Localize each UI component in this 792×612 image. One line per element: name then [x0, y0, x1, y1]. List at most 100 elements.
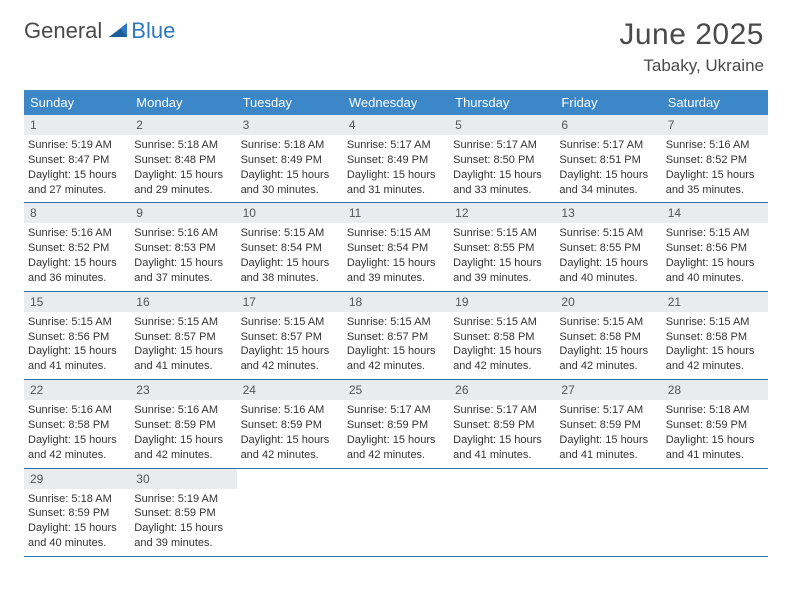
day-number: 4: [343, 115, 449, 135]
weekday-header: Wednesday: [343, 90, 449, 115]
day-cell: 18Sunrise: 5:15 AMSunset: 8:57 PMDayligh…: [343, 292, 449, 379]
day-number: 20: [555, 292, 661, 312]
day-cell: 28Sunrise: 5:18 AMSunset: 8:59 PMDayligh…: [662, 380, 768, 467]
day-number: 9: [130, 203, 236, 223]
day-cell: 6Sunrise: 5:17 AMSunset: 8:51 PMDaylight…: [555, 115, 661, 202]
day-number: 30: [130, 469, 236, 489]
day-cell: 22Sunrise: 5:16 AMSunset: 8:58 PMDayligh…: [24, 380, 130, 467]
day-number: 8: [24, 203, 130, 223]
day-cell: 11Sunrise: 5:15 AMSunset: 8:54 PMDayligh…: [343, 203, 449, 290]
day-details: Sunrise: 5:15 AMSunset: 8:54 PMDaylight:…: [237, 223, 343, 290]
day-number: 25: [343, 380, 449, 400]
calendar-grid: SundayMondayTuesdayWednesdayThursdayFrid…: [24, 90, 768, 557]
day-details: Sunrise: 5:17 AMSunset: 8:49 PMDaylight:…: [343, 135, 449, 202]
day-number: 7: [662, 115, 768, 135]
day-details: Sunrise: 5:18 AMSunset: 8:49 PMDaylight:…: [237, 135, 343, 202]
day-cell: 8Sunrise: 5:16 AMSunset: 8:52 PMDaylight…: [24, 203, 130, 290]
day-cell: 7Sunrise: 5:16 AMSunset: 8:52 PMDaylight…: [662, 115, 768, 202]
day-number: 22: [24, 380, 130, 400]
day-number: 29: [24, 469, 130, 489]
day-details: Sunrise: 5:15 AMSunset: 8:56 PMDaylight:…: [24, 312, 130, 379]
day-details: Sunrise: 5:19 AMSunset: 8:47 PMDaylight:…: [24, 135, 130, 202]
day-cell: 20Sunrise: 5:15 AMSunset: 8:58 PMDayligh…: [555, 292, 661, 379]
day-number: 15: [24, 292, 130, 312]
day-cell: 15Sunrise: 5:15 AMSunset: 8:56 PMDayligh…: [24, 292, 130, 379]
brand-part1: General: [24, 18, 102, 44]
day-number: 10: [237, 203, 343, 223]
page-title: June 2025: [619, 18, 764, 52]
day-cell: 16Sunrise: 5:15 AMSunset: 8:57 PMDayligh…: [130, 292, 236, 379]
day-cell: [662, 469, 768, 556]
day-details: Sunrise: 5:15 AMSunset: 8:54 PMDaylight:…: [343, 223, 449, 290]
day-cell: 5Sunrise: 5:17 AMSunset: 8:50 PMDaylight…: [449, 115, 555, 202]
day-number: 28: [662, 380, 768, 400]
day-number: 2: [130, 115, 236, 135]
day-cell: [343, 469, 449, 556]
day-cell: [449, 469, 555, 556]
day-cell: 19Sunrise: 5:15 AMSunset: 8:58 PMDayligh…: [449, 292, 555, 379]
day-details: Sunrise: 5:16 AMSunset: 8:59 PMDaylight:…: [130, 400, 236, 467]
day-details: Sunrise: 5:15 AMSunset: 8:58 PMDaylight:…: [555, 312, 661, 379]
day-cell: 29Sunrise: 5:18 AMSunset: 8:59 PMDayligh…: [24, 469, 130, 556]
week-row: 1Sunrise: 5:19 AMSunset: 8:47 PMDaylight…: [24, 115, 768, 203]
day-cell: 2Sunrise: 5:18 AMSunset: 8:48 PMDaylight…: [130, 115, 236, 202]
day-cell: 23Sunrise: 5:16 AMSunset: 8:59 PMDayligh…: [130, 380, 236, 467]
day-cell: 24Sunrise: 5:16 AMSunset: 8:59 PMDayligh…: [237, 380, 343, 467]
day-number: 12: [449, 203, 555, 223]
day-cell: 13Sunrise: 5:15 AMSunset: 8:55 PMDayligh…: [555, 203, 661, 290]
weeks-container: 1Sunrise: 5:19 AMSunset: 8:47 PMDaylight…: [24, 115, 768, 557]
day-cell: 30Sunrise: 5:19 AMSunset: 8:59 PMDayligh…: [130, 469, 236, 556]
day-details: Sunrise: 5:15 AMSunset: 8:56 PMDaylight:…: [662, 223, 768, 290]
day-number: 27: [555, 380, 661, 400]
day-details: Sunrise: 5:16 AMSunset: 8:53 PMDaylight:…: [130, 223, 236, 290]
day-cell: 12Sunrise: 5:15 AMSunset: 8:55 PMDayligh…: [449, 203, 555, 290]
day-number: 21: [662, 292, 768, 312]
brand-part2: Blue: [131, 18, 175, 44]
day-details: Sunrise: 5:17 AMSunset: 8:59 PMDaylight:…: [555, 400, 661, 467]
day-details: Sunrise: 5:15 AMSunset: 8:55 PMDaylight:…: [555, 223, 661, 290]
day-cell: 27Sunrise: 5:17 AMSunset: 8:59 PMDayligh…: [555, 380, 661, 467]
weekday-header: Tuesday: [237, 90, 343, 115]
location-label: Tabaky, Ukraine: [619, 56, 764, 76]
week-row: 8Sunrise: 5:16 AMSunset: 8:52 PMDaylight…: [24, 203, 768, 291]
day-cell: 25Sunrise: 5:17 AMSunset: 8:59 PMDayligh…: [343, 380, 449, 467]
day-details: Sunrise: 5:16 AMSunset: 8:58 PMDaylight:…: [24, 400, 130, 467]
day-number: 11: [343, 203, 449, 223]
day-number: 24: [237, 380, 343, 400]
day-number: 16: [130, 292, 236, 312]
title-block: June 2025 Tabaky, Ukraine: [619, 18, 764, 76]
day-number: 18: [343, 292, 449, 312]
day-details: Sunrise: 5:18 AMSunset: 8:48 PMDaylight:…: [130, 135, 236, 202]
page-header: General Blue June 2025 Tabaky, Ukraine: [0, 0, 792, 86]
day-cell: 26Sunrise: 5:17 AMSunset: 8:59 PMDayligh…: [449, 380, 555, 467]
day-number: 6: [555, 115, 661, 135]
day-details: Sunrise: 5:15 AMSunset: 8:55 PMDaylight:…: [449, 223, 555, 290]
day-details: Sunrise: 5:19 AMSunset: 8:59 PMDaylight:…: [130, 489, 236, 556]
weekday-header: Thursday: [449, 90, 555, 115]
weekday-header: Sunday: [24, 90, 130, 115]
week-row: 22Sunrise: 5:16 AMSunset: 8:58 PMDayligh…: [24, 380, 768, 468]
day-number: 26: [449, 380, 555, 400]
day-cell: 3Sunrise: 5:18 AMSunset: 8:49 PMDaylight…: [237, 115, 343, 202]
day-cell: 17Sunrise: 5:15 AMSunset: 8:57 PMDayligh…: [237, 292, 343, 379]
day-number: 5: [449, 115, 555, 135]
day-details: Sunrise: 5:17 AMSunset: 8:59 PMDaylight:…: [449, 400, 555, 467]
weekday-header: Saturday: [662, 90, 768, 115]
day-details: Sunrise: 5:16 AMSunset: 8:59 PMDaylight:…: [237, 400, 343, 467]
day-details: Sunrise: 5:17 AMSunset: 8:59 PMDaylight:…: [343, 400, 449, 467]
weekday-header: Monday: [130, 90, 236, 115]
day-details: Sunrise: 5:17 AMSunset: 8:50 PMDaylight:…: [449, 135, 555, 202]
brand-logo: General Blue: [24, 18, 175, 44]
day-number: 14: [662, 203, 768, 223]
weekday-header: Friday: [555, 90, 661, 115]
day-details: Sunrise: 5:15 AMSunset: 8:58 PMDaylight:…: [662, 312, 768, 379]
brand-sail-icon: [107, 19, 129, 44]
day-details: Sunrise: 5:17 AMSunset: 8:51 PMDaylight:…: [555, 135, 661, 202]
day-details: Sunrise: 5:18 AMSunset: 8:59 PMDaylight:…: [662, 400, 768, 467]
day-cell: 4Sunrise: 5:17 AMSunset: 8:49 PMDaylight…: [343, 115, 449, 202]
week-row: 15Sunrise: 5:15 AMSunset: 8:56 PMDayligh…: [24, 292, 768, 380]
weekday-header-row: SundayMondayTuesdayWednesdayThursdayFrid…: [24, 90, 768, 115]
day-number: 3: [237, 115, 343, 135]
day-cell: [237, 469, 343, 556]
day-details: Sunrise: 5:16 AMSunset: 8:52 PMDaylight:…: [662, 135, 768, 202]
